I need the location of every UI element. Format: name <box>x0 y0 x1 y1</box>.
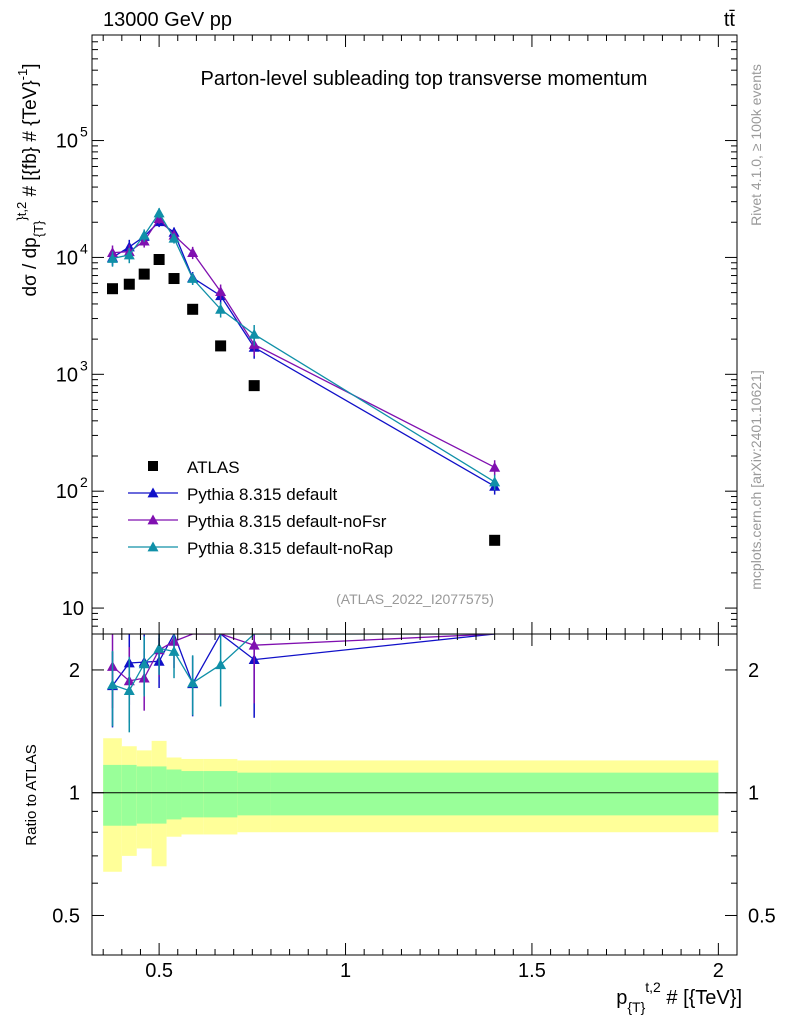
main-x-ticks <box>102 35 719 634</box>
x-tick-label: 2 <box>713 960 724 982</box>
ratio-point <box>168 645 180 656</box>
legend-label: Pythia 8.315 default-noRap <box>187 539 393 558</box>
x-tick-label: 1 <box>340 960 351 982</box>
ratio-series-line <box>111 634 495 687</box>
x-tick-label: 0.5 <box>145 960 173 982</box>
ratio-y-tick-label-right: 0.5 <box>748 905 776 927</box>
series-point <box>153 207 165 218</box>
ratio-uncertainty-bands <box>103 738 719 872</box>
atlas-data-point <box>187 303 199 315</box>
atlas-data-layer <box>107 254 501 546</box>
atlas-data-point <box>215 340 227 352</box>
ratio-band-inner <box>121 764 137 826</box>
ratio-point <box>107 679 119 690</box>
y-tick-exponent: 4 <box>80 240 88 256</box>
ratio-y-axis: 0.5 0.5 1 1 2 2 <box>52 660 776 928</box>
ratio-y-axis-label: Ratio to ATLAS <box>23 744 40 845</box>
ratio-band-inner <box>136 766 152 824</box>
series-point <box>168 232 180 243</box>
y-tick-label: 10 <box>62 598 84 620</box>
atlas-data-point <box>123 278 135 290</box>
ratio-y-tick-label-right: 2 <box>748 660 759 682</box>
ratio-point <box>153 642 165 653</box>
y-tick-exponent: 2 <box>80 474 88 490</box>
ratio-band-inner <box>181 771 204 818</box>
ratio-band-inner <box>203 771 238 818</box>
x-tick-label: 1.5 <box>518 960 546 982</box>
series-point <box>123 249 135 260</box>
legend-marker <box>147 514 159 525</box>
series-point <box>215 303 227 314</box>
x-axis-label: p{T}t,2 # [{TeV}] <box>616 979 742 1015</box>
series-point <box>107 252 119 263</box>
series-line <box>112 217 495 468</box>
legend-label: Pythia 8.315 default-noFsr <box>187 512 387 531</box>
y-tick-exponent: 3 <box>80 357 88 373</box>
legend-marker-atlas <box>148 461 158 471</box>
chart-title: Parton-level subleading top transverse m… <box>201 68 648 90</box>
y-tick-exponent: 5 <box>80 124 88 140</box>
y-tick-label: 10 <box>56 481 78 503</box>
atlas-data-point <box>489 534 501 546</box>
energy-label: 13000 GeV pp <box>103 9 232 31</box>
y-tick-label: 10 <box>56 131 78 153</box>
main-series-layer <box>107 207 501 495</box>
ratio-y-tick-label-right: 1 <box>748 783 759 805</box>
ratio-band-inner <box>103 764 122 826</box>
legend-label: Pythia 8.315 default <box>187 485 338 504</box>
legend: ATLAS Pythia 8.315 default Pythia 8.315 de… <box>128 458 393 558</box>
ratio-band-inner <box>151 766 167 824</box>
ratio-band-inner <box>270 772 719 816</box>
legend-marker <box>147 487 159 498</box>
ratio-y-tick-label: 0.5 <box>52 905 80 927</box>
series-point <box>187 247 199 257</box>
ratio-y-tick-label: 2 <box>69 660 80 682</box>
legend-label-atlas: ATLAS <box>187 458 240 477</box>
legend-marker <box>147 541 159 552</box>
ratio-series-layer <box>107 634 495 733</box>
ratio-point <box>138 658 150 669</box>
series-point <box>215 286 227 297</box>
series-point <box>187 273 199 283</box>
series-point <box>489 476 501 487</box>
ratio-plot-frame <box>91 633 738 956</box>
analysis-tag: (ATLAS_2022_I2077575) <box>336 591 494 607</box>
rivet-version-label: Rivet 4.1.0, ≥ 100k events <box>748 64 764 226</box>
ratio-point <box>215 659 227 670</box>
ratio-point <box>187 677 199 688</box>
main-y-axis-label: dσ / dp{T}}t,2 # [{fb} # {TeV}-1] <box>14 63 46 296</box>
atlas-data-point <box>107 283 119 295</box>
ratio-panel: 0.5 0.5 1 1 2 2 0.5 1 1.5 2 <box>52 633 776 982</box>
series-point <box>248 328 260 339</box>
ratio-point <box>248 639 260 650</box>
atlas-data-point <box>153 254 165 266</box>
y-tick-label: 10 <box>56 364 78 386</box>
ratio-point <box>123 685 135 695</box>
x-axis: 0.5 1 1.5 2 <box>102 634 724 982</box>
ratio-y-tick-label: 1 <box>69 783 80 805</box>
process-label: tt̄ <box>724 9 736 31</box>
atlas-data-point <box>168 273 180 285</box>
series-line <box>112 211 495 483</box>
mcplots-credit-label: mcplots.cern.ch [arXiv:2401.10621] <box>748 370 764 589</box>
ratio-band-inner <box>237 772 271 816</box>
atlas-data-point <box>248 380 260 392</box>
series-point <box>489 461 501 472</box>
y-tick-label: 10 <box>56 247 78 269</box>
atlas-data-point <box>138 268 150 280</box>
main-panel: Parton-level subleading top transverse m… <box>56 34 738 635</box>
ratio-band-inner <box>166 769 182 820</box>
series-point <box>138 229 150 240</box>
